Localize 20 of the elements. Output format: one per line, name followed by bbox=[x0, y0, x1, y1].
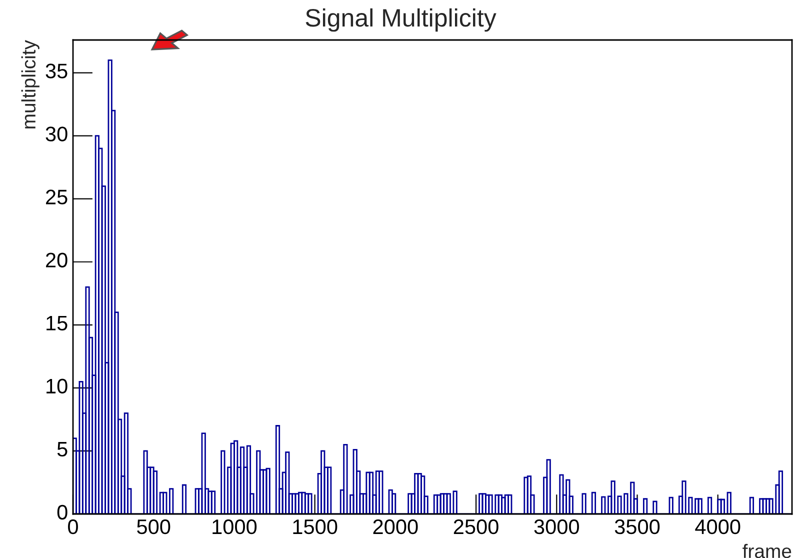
y-tick-label: 0 bbox=[57, 504, 68, 520]
x-tick-label: 2000 bbox=[373, 519, 418, 534]
x-tick-label: 3000 bbox=[534, 519, 579, 534]
x-tick-label: 1000 bbox=[212, 519, 257, 534]
y-tick-label: 25 bbox=[46, 190, 68, 204]
y-tick-label: 15 bbox=[46, 316, 68, 330]
x-axis-title: frame bbox=[742, 544, 792, 558]
x-tick-label: 3500 bbox=[614, 519, 660, 534]
x-tick-label: 2500 bbox=[454, 519, 498, 534]
y-tick-label: 5 bbox=[57, 442, 68, 457]
x-tick-label: 500 bbox=[137, 519, 170, 534]
x-tick-label: 4000 bbox=[695, 519, 740, 534]
x-tick-label: 0 bbox=[68, 519, 78, 534]
y-tick-label: 20 bbox=[46, 252, 68, 268]
y-axis-title: multiplicity bbox=[21, 40, 40, 128]
y-tick-label: 35 bbox=[46, 64, 68, 78]
chart-title: Signal Multiplicity bbox=[306, 8, 496, 32]
y-tick-label: 30 bbox=[46, 126, 68, 142]
y-tick-label: 10 bbox=[46, 378, 68, 394]
x-tick-label: 1500 bbox=[293, 519, 338, 534]
